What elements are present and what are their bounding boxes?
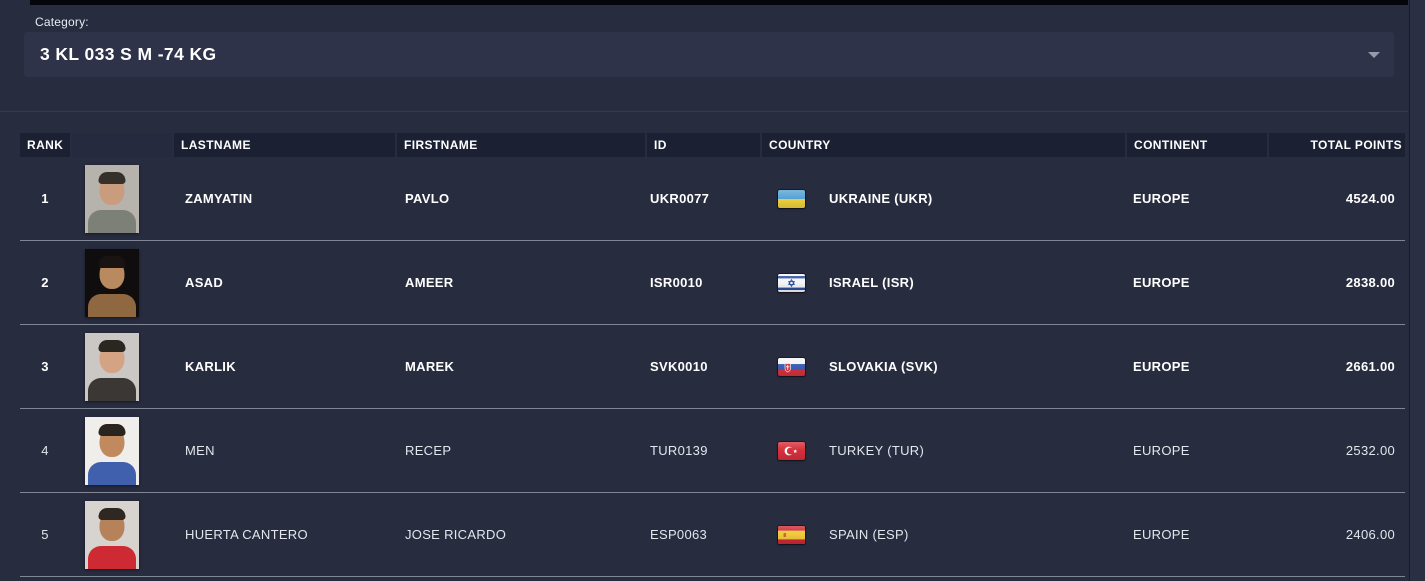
flag-icon-slovakia <box>778 357 805 376</box>
chevron-down-icon <box>1368 51 1380 58</box>
flag-icon-turkey <box>778 441 805 460</box>
athlete-photo <box>85 500 139 569</box>
country-cell: TURKEY (TUR) <box>760 441 1125 460</box>
points-cell: 2406.00 <box>1345 527 1395 542</box>
rank-cell: 2 <box>41 275 49 290</box>
rank-cell: 5 <box>41 527 49 542</box>
lastname-cell: KARLIK <box>185 359 236 374</box>
country-cell: SPAIN (ESP) <box>760 525 1125 544</box>
id-cell: TUR0139 <box>650 443 708 458</box>
country-name: SLOVAKIA (SVK) <box>829 359 938 374</box>
category-label: Category: <box>35 15 89 29</box>
photo-cell <box>70 500 172 569</box>
continent-cell: EUROPE <box>1133 359 1190 374</box>
table-row[interactable]: 2 ASAD AMEER ISR0010 ISRAEL (ISR) EUROPE… <box>20 241 1405 325</box>
country-name: ISRAEL (ISR) <box>829 275 914 290</box>
points-cell: 2838.00 <box>1345 275 1395 290</box>
id-cell: ISR0010 <box>650 275 703 290</box>
country-cell: SLOVAKIA (SVK) <box>760 357 1125 376</box>
athlete-photo <box>85 248 139 317</box>
rank-cell: 3 <box>41 359 49 374</box>
table-row[interactable]: 4 MEN RECEP TUR0139 TURKEY (TUR) EUROPE … <box>20 409 1405 493</box>
continent-cell: EUROPE <box>1133 443 1190 458</box>
avatar <box>88 209 136 233</box>
country-name: TURKEY (TUR) <box>829 443 925 458</box>
avatar <box>98 423 126 436</box>
avatar <box>88 293 136 317</box>
athlete-photo <box>85 416 139 485</box>
column-header-rank[interactable]: RANK <box>20 133 70 157</box>
table-row[interactable]: 1 ZAMYATIN PAVLO UKR0077 UKRAINE (UKR) E… <box>20 157 1405 241</box>
flag-icon-israel <box>778 273 805 292</box>
firstname-cell: MAREK <box>405 359 455 374</box>
country-cell: UKRAINE (UKR) <box>760 189 1125 208</box>
photo-cell <box>70 164 172 233</box>
points-cell: 4524.00 <box>1345 191 1395 206</box>
column-header-id[interactable]: ID <box>645 133 760 157</box>
avatar <box>88 461 136 485</box>
firstname-cell: RECEP <box>405 443 452 458</box>
points-cell: 2532.00 <box>1345 443 1395 458</box>
id-cell: UKR0077 <box>650 191 710 206</box>
divider <box>0 111 1408 112</box>
country-cell: ISRAEL (ISR) <box>760 273 1125 292</box>
firstname-cell: JOSE RICARDO <box>405 527 507 542</box>
photo-cell <box>70 332 172 401</box>
avatar <box>98 507 126 520</box>
flag-icon-ukraine <box>778 189 805 208</box>
category-selected-value: 3 KL 033 S M -74 KG <box>40 44 217 64</box>
rankings-table: RANK LASTNAME FIRSTNAME ID COUNTRY CONTI… <box>20 133 1405 577</box>
id-cell: ESP0063 <box>650 527 708 542</box>
lastname-cell: ASAD <box>185 275 224 290</box>
points-cell: 2661.00 <box>1345 359 1395 374</box>
rank-cell: 4 <box>41 443 49 458</box>
avatar <box>88 545 136 569</box>
continent-cell: EUROPE <box>1133 527 1190 542</box>
avatar <box>98 255 126 268</box>
table-row[interactable]: 3 KARLIK MAREK SVK0010 SLOVAKIA (SVK) EU… <box>20 325 1405 409</box>
flag-icon-spain <box>778 525 805 544</box>
column-header-continent[interactable]: CONTINENT <box>1125 133 1267 157</box>
firstname-cell: PAVLO <box>405 191 450 206</box>
country-name: UKRAINE (UKR) <box>829 191 933 206</box>
rank-cell: 1 <box>41 191 49 206</box>
continent-cell: EUROPE <box>1133 275 1190 290</box>
photo-cell <box>70 416 172 485</box>
top-border <box>30 0 1408 5</box>
country-name: SPAIN (ESP) <box>829 527 909 542</box>
lastname-cell: MEN <box>185 443 215 458</box>
photo-cell <box>70 248 172 317</box>
table-header: RANK LASTNAME FIRSTNAME ID COUNTRY CONTI… <box>20 133 1405 157</box>
id-cell: SVK0010 <box>650 359 708 374</box>
athlete-photo <box>85 332 139 401</box>
athlete-photo <box>85 164 139 233</box>
column-header-photo <box>70 133 172 157</box>
avatar <box>98 171 126 184</box>
scrollbar-track[interactable] <box>1409 0 1425 581</box>
column-header-total-points[interactable]: TOTAL POINTS <box>1267 133 1405 157</box>
column-header-country[interactable]: COUNTRY <box>760 133 1125 157</box>
column-header-firstname[interactable]: FIRSTNAME <box>395 133 645 157</box>
firstname-cell: AMEER <box>405 275 454 290</box>
category-select[interactable]: 3 KL 033 S M -74 KG <box>24 32 1394 77</box>
continent-cell: EUROPE <box>1133 191 1190 206</box>
lastname-cell: HUERTA CANTERO <box>185 527 308 542</box>
avatar <box>88 377 136 401</box>
table-row[interactable]: 5 HUERTA CANTERO JOSE RICARDO ESP0063 SP… <box>20 493 1405 577</box>
column-header-lastname[interactable]: LASTNAME <box>172 133 395 157</box>
lastname-cell: ZAMYATIN <box>185 191 253 206</box>
avatar <box>98 339 126 352</box>
